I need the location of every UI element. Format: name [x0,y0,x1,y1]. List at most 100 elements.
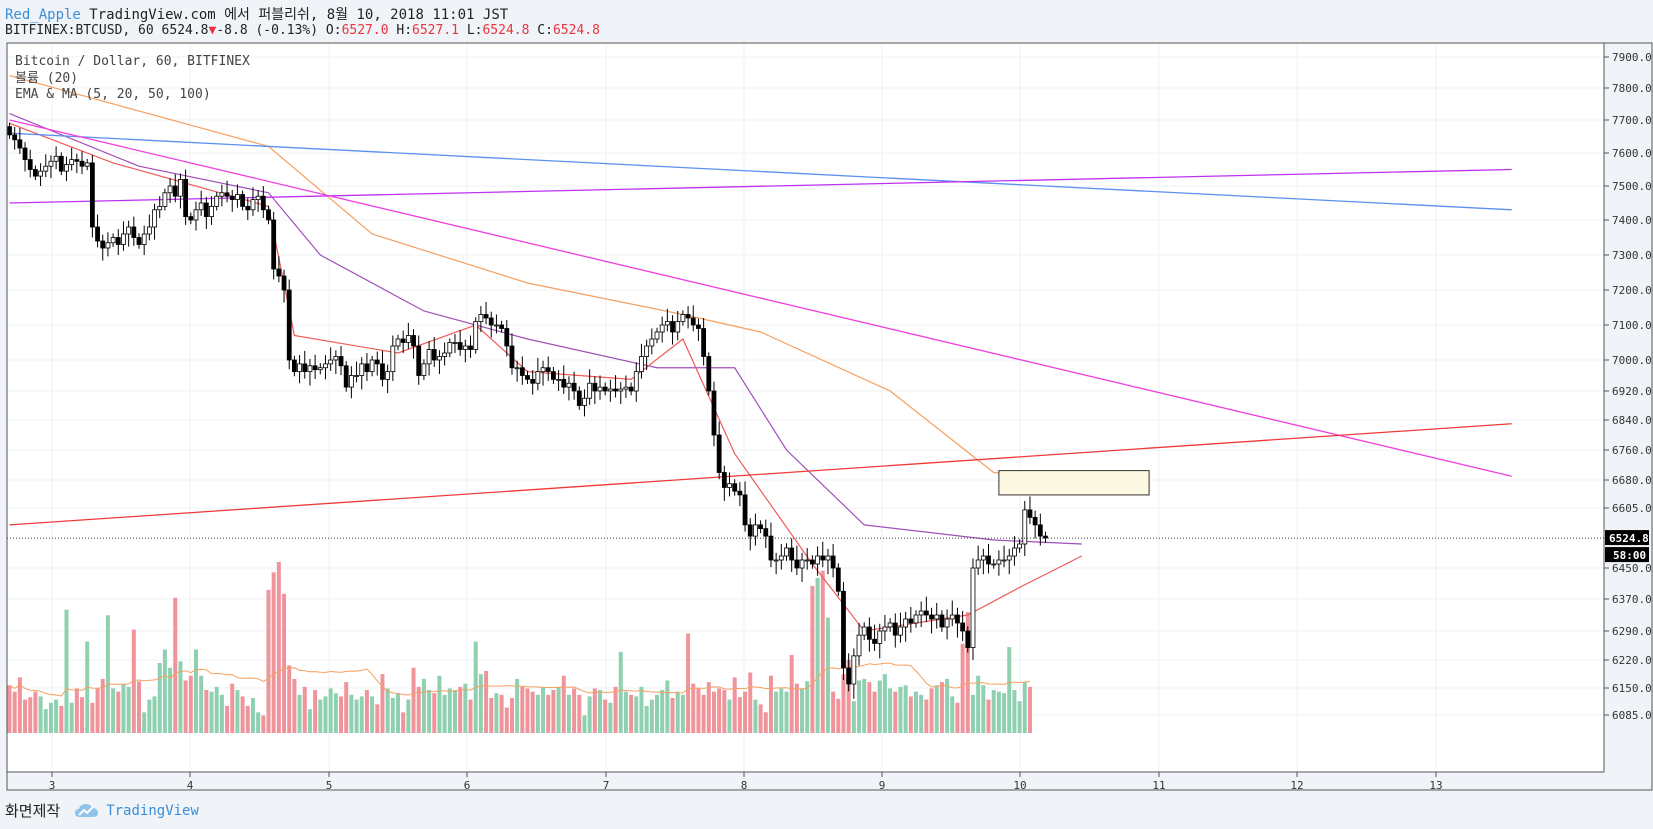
volume-bar [80,697,85,733]
price-tick-label: 7000.0 [1612,354,1652,367]
candle-body [830,555,836,569]
volume-bar [680,694,685,733]
time-axis[interactable]: 3 4 5 6 7 8 9 10 11 12 13 [49,772,1443,792]
candle-body [815,555,820,565]
candle-body [939,614,945,628]
candle-body [991,563,997,566]
volume-bar [359,696,364,733]
volume-bar [608,702,613,733]
volume-bar [696,688,701,733]
volume-bar [976,675,981,733]
candle-body [250,199,256,211]
candle-body [17,139,23,149]
candle-body [649,338,655,347]
volume-bar [33,691,38,733]
candle-body [856,634,862,657]
volume-bar [90,702,95,733]
candle-body [644,345,650,357]
candle-body [488,317,494,326]
volume-bar [7,685,12,733]
volume-bar [732,677,737,733]
volume-bar [763,712,768,733]
candle-body [286,289,292,361]
trendline-red [9,423,1512,526]
volume-bar [794,683,799,733]
close-value: 6524.8 [552,23,600,38]
volume-bar [877,680,882,733]
volume-bar [665,680,670,733]
volume-bar [121,683,126,733]
brand-link[interactable]: TradingView [74,803,199,819]
volume-bar [271,572,276,733]
candle-body [64,164,69,172]
symbol-text: BITFINEX:BTCUSD, 60 [5,23,154,38]
candle-body [685,314,691,319]
candle-body [33,169,38,177]
candle-body [235,194,240,200]
volume-bar [509,698,514,733]
candle-body [918,610,924,616]
volume-bar [598,690,603,733]
volume-bar [566,694,571,733]
candle-body [421,363,427,376]
volume-bar [960,643,965,733]
volume-bar [219,694,224,733]
trendlines [9,119,1512,526]
volume-bar [743,691,748,733]
candle-body [390,345,396,373]
candle-body [105,242,111,249]
legend-title: Bitcoin / Dollar, 60, BITFINEX [15,54,250,69]
price-tick-label: 6450.0 [1612,562,1652,575]
volume-bar [43,709,48,733]
candle-body [975,559,981,569]
annotations [7,470,1604,539]
price-axis[interactable]: 7900.0 7800.0 7700.0 7600.0 7500.0 7400.0 7300… [1604,51,1652,722]
high-label: H: [396,23,413,38]
candle-body [877,630,883,644]
price-tick-label: 7900.0 [1612,51,1652,64]
candle-body [602,386,608,392]
candle-body [721,472,727,488]
candle-body [22,147,28,161]
candle-body [576,390,582,406]
candle-body [540,367,546,373]
trendline-magenta [9,119,1512,477]
time-tick-label: 11 [1152,779,1165,792]
volume-bar [463,683,468,733]
volume-bar [250,698,255,733]
candle-body [929,614,934,620]
candle-body [312,365,318,371]
volume-bar [1012,690,1017,733]
candle-body [193,209,199,221]
volume-bar [603,699,608,733]
volume-bar [800,688,805,733]
candle-body [209,205,214,217]
candle-body [654,331,660,340]
volume-bar [105,615,110,733]
volume-bar [986,699,991,733]
time-tick-label: 3 [49,779,56,792]
volume-bar [416,686,421,733]
volume-bar [411,667,416,733]
candle-body [457,342,463,350]
candle-body [566,382,572,388]
candle-body [944,618,950,628]
volume-bar [582,715,587,733]
volume-bar [302,686,307,733]
candle-body [716,434,722,473]
volume-bar [292,678,297,733]
volume-bar [504,707,509,733]
candle-body [348,375,354,388]
volume-bar [825,617,830,733]
volume-bar [261,715,266,733]
volume-bar [256,712,261,733]
volume-bar [924,699,929,733]
legend-volume: 볼륨 (20) [15,70,79,86]
candle-body [141,233,147,245]
candle-body [1001,559,1007,562]
author-link[interactable]: Red_Apple [5,7,81,23]
candle-body [172,185,178,197]
volume-bar [846,659,851,733]
candle-body [768,535,774,561]
